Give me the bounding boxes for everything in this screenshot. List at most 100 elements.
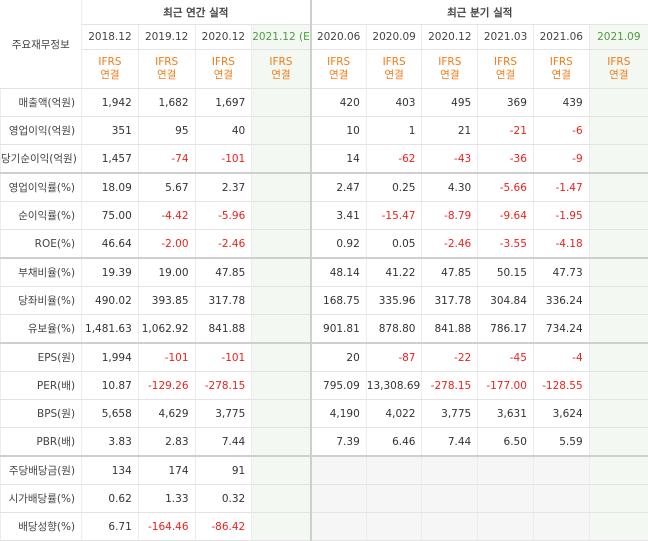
annual-value: 6.71 bbox=[82, 513, 139, 541]
quarter-value: -4 bbox=[533, 343, 589, 372]
quarter-value: -4.18 bbox=[533, 230, 589, 259]
row-label: 당좌비율(%) bbox=[1, 287, 82, 315]
annual-value: 317.78 bbox=[195, 287, 252, 315]
basis-scope: 연결 bbox=[534, 69, 589, 82]
annual-value: 841.88 bbox=[195, 315, 252, 344]
quarter-value: 0.92 bbox=[311, 230, 367, 259]
quarter-value: 1 bbox=[366, 117, 422, 145]
quarter-value bbox=[478, 513, 534, 541]
quarter-value: -1.95 bbox=[533, 202, 589, 230]
annual-value bbox=[252, 400, 311, 428]
quarter-value: -43 bbox=[422, 145, 478, 174]
annual-value: 4,629 bbox=[138, 400, 195, 428]
quarter-value bbox=[589, 485, 648, 513]
quarter-value: 734.24 bbox=[533, 315, 589, 344]
annual-value bbox=[252, 230, 311, 259]
quarter-value bbox=[589, 315, 648, 344]
annual-value: 1,697 bbox=[195, 89, 252, 117]
annual-value bbox=[252, 513, 311, 541]
quarter-value bbox=[311, 513, 367, 541]
annual-value: -74 bbox=[138, 145, 195, 174]
quarter-value: -21 bbox=[478, 117, 534, 145]
quarter-value: -1.47 bbox=[533, 173, 589, 202]
row-label: PER(배) bbox=[1, 372, 82, 400]
annual-value: 46.64 bbox=[82, 230, 139, 259]
basis-scope: 연결 bbox=[422, 69, 477, 82]
row-label: EPS(원) bbox=[1, 343, 82, 372]
quarter-value: 786.17 bbox=[478, 315, 534, 344]
annual-value: 1,457 bbox=[82, 145, 139, 174]
annual-value: 40 bbox=[195, 117, 252, 145]
quarter-value bbox=[589, 400, 648, 428]
row-label: BPS(원) bbox=[1, 400, 82, 428]
annual-value: 75.00 bbox=[82, 202, 139, 230]
basis-standard: IFRS bbox=[478, 56, 533, 69]
row-label: 시가배당률(%) bbox=[1, 485, 82, 513]
basis-scope: 연결 bbox=[139, 69, 195, 82]
quarter-value bbox=[478, 456, 534, 485]
basis-scope: 연결 bbox=[312, 69, 366, 82]
row-label: 영업이익(억원) bbox=[1, 117, 82, 145]
quarter-value: 41.22 bbox=[366, 258, 422, 287]
annual-value: 19.00 bbox=[138, 258, 195, 287]
annual-value bbox=[252, 202, 311, 230]
period-header: 2019.12 bbox=[138, 25, 195, 50]
row-label: 당기순이익(억원) bbox=[1, 145, 82, 174]
annual-value: 18.09 bbox=[82, 173, 139, 202]
quarter-value: 304.84 bbox=[478, 287, 534, 315]
quarter-value bbox=[533, 513, 589, 541]
quarter-value bbox=[589, 202, 648, 230]
annual-value: 3,775 bbox=[195, 400, 252, 428]
quarter-value: 168.75 bbox=[311, 287, 367, 315]
annual-value bbox=[252, 287, 311, 315]
quarter-value: 47.73 bbox=[533, 258, 589, 287]
period-header: 2020.12 bbox=[422, 25, 478, 50]
basis-standard: IFRS bbox=[534, 56, 589, 69]
annual-value: -101 bbox=[138, 343, 195, 372]
basis-scope: 연결 bbox=[478, 69, 533, 82]
quarter-value: 5.59 bbox=[533, 428, 589, 457]
label-column-header: 주요재무정보 bbox=[1, 0, 82, 89]
basis-scope: 연결 bbox=[367, 69, 422, 82]
quarter-value: 369 bbox=[478, 89, 534, 117]
quarter-value: 48.14 bbox=[311, 258, 367, 287]
annual-value: 1,062.92 bbox=[138, 315, 195, 344]
quarter-value bbox=[478, 485, 534, 513]
annual-value: 95 bbox=[138, 117, 195, 145]
annual-value: 1,994 bbox=[82, 343, 139, 372]
annual-value: 174 bbox=[138, 456, 195, 485]
quarter-value bbox=[589, 456, 648, 485]
annual-value: -129.26 bbox=[138, 372, 195, 400]
quarter-value bbox=[589, 287, 648, 315]
quarter-value: 3,624 bbox=[533, 400, 589, 428]
row-label: 부채비율(%) bbox=[1, 258, 82, 287]
quarter-value: 335.96 bbox=[366, 287, 422, 315]
period-header: 2018.12 bbox=[82, 25, 139, 50]
quarter-value: 439 bbox=[533, 89, 589, 117]
annual-value: 490.02 bbox=[82, 287, 139, 315]
annual-value: 3.83 bbox=[82, 428, 139, 457]
quarter-value: 14 bbox=[311, 145, 367, 174]
basis-standard: IFRS bbox=[422, 56, 477, 69]
annual-value bbox=[252, 485, 311, 513]
quarter-value bbox=[589, 343, 648, 372]
annual-value: 1,942 bbox=[82, 89, 139, 117]
quarter-value: -36 bbox=[478, 145, 534, 174]
annual-value bbox=[252, 456, 311, 485]
quarter-value: 3,631 bbox=[478, 400, 534, 428]
annual-value: -164.46 bbox=[138, 513, 195, 541]
quarter-value: 20 bbox=[311, 343, 367, 372]
period-header: 2020.12 bbox=[195, 25, 252, 50]
quarter-value: 336.24 bbox=[533, 287, 589, 315]
quarter-value: -87 bbox=[366, 343, 422, 372]
quarter-value: -8.79 bbox=[422, 202, 478, 230]
